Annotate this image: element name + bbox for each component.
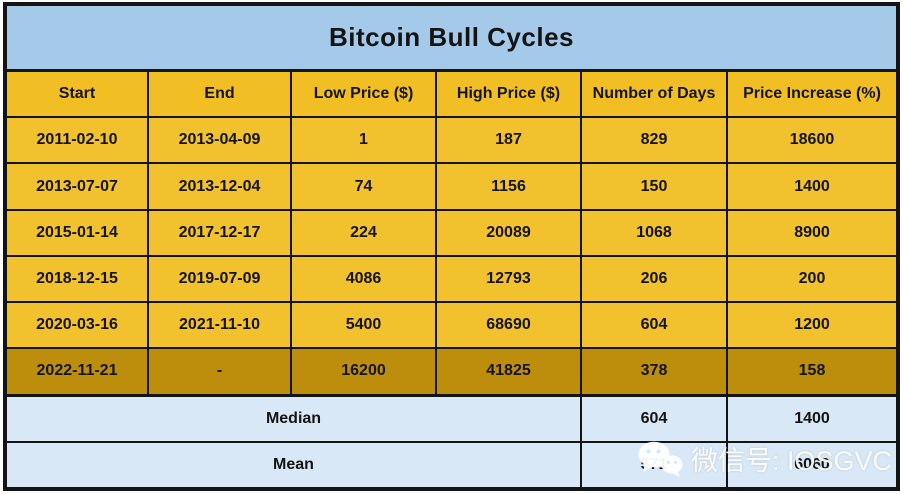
table-cell: 16200: [292, 349, 437, 394]
table-cell: 187: [437, 118, 582, 163]
table-cell: 2013-12-04: [149, 164, 292, 209]
column-header-start: Start: [7, 72, 149, 117]
table-cell: 2017-12-17: [149, 210, 292, 255]
table-header-row: Start End Low Price ($) High Price ($) N…: [7, 72, 896, 119]
table-cell: 2019-07-09: [149, 256, 292, 302]
table-cell: 68690: [437, 303, 582, 348]
table-cell: 1068: [582, 210, 728, 255]
table-cell: 200: [728, 256, 896, 302]
table-cell: 74: [292, 164, 437, 209]
table-cell: 829: [582, 118, 728, 163]
table-cell: 378: [582, 349, 728, 394]
table-cell: 2013-07-07: [7, 164, 149, 209]
table-cell: 158: [728, 349, 896, 394]
mean-days-value: 571: [582, 442, 728, 487]
table-cell: 5400: [292, 303, 437, 348]
table-cell: 20089: [437, 210, 582, 255]
table-cell: 2011-02-10: [7, 118, 149, 163]
table-cell: 1200: [728, 303, 896, 348]
column-header-number-of-days: Number of Days: [582, 72, 728, 117]
table-cell: 1156: [437, 164, 582, 209]
mean-increase-value: 6060: [728, 442, 896, 487]
table-cell: 2022-11-21: [7, 349, 149, 394]
table-row: 2013-07-07 2013-12-04 74 1156 150 1400: [7, 164, 896, 211]
table-cell: 2018-12-15: [7, 256, 149, 302]
mean-label: Mean: [7, 442, 582, 487]
median-row: Median 604 1400: [7, 396, 896, 443]
table-cell: 604: [582, 303, 728, 348]
bull-cycles-table: Bitcoin Bull Cycles Start End Low Price …: [3, 2, 900, 491]
table-cell: 2013-04-09: [149, 118, 292, 163]
column-header-end: End: [149, 72, 292, 117]
table-row: 2018-12-15 2019-07-09 4086 12793 206 200: [7, 256, 896, 304]
table-cell: 206: [582, 256, 728, 302]
page-title: Bitcoin Bull Cycles: [329, 22, 574, 52]
median-days-value: 604: [582, 396, 728, 441]
table-cell: 1: [292, 118, 437, 163]
table-cell: 224: [292, 210, 437, 255]
table-row: 2022-11-21-16200 41825 378 158: [7, 349, 896, 397]
median-label: Median: [7, 396, 582, 441]
column-header-high-price: High Price ($): [437, 72, 582, 117]
table-cell: 2021-11-10: [149, 303, 292, 348]
table-cell: 1400: [728, 164, 896, 209]
table-row: 2015-01-14 2017-12-17 224 20089 1068 8900: [7, 210, 896, 257]
column-header-price-increase: Price Increase (%): [728, 72, 896, 117]
median-increase-value: 1400: [728, 396, 896, 441]
table-cell: -: [149, 349, 292, 394]
table-cell: 2015-01-14: [7, 210, 149, 255]
table-row: 2011-02-10 2013-04-09 1 187 829 18600: [7, 118, 896, 165]
table-cell: 18600: [728, 118, 896, 163]
column-header-low-price: Low Price ($): [292, 72, 437, 117]
table-cell: 4086: [292, 256, 437, 302]
table-cell: 150: [582, 164, 728, 209]
mean-row: Mean 571 6060: [7, 442, 896, 487]
table-cell: 8900: [728, 210, 896, 255]
table-row: 2020-03-16 2021-11-10 5400 68690 604 1200: [7, 303, 896, 350]
table-title-bar: Bitcoin Bull Cycles: [7, 6, 896, 72]
table-cell: 2020-03-16: [7, 303, 149, 348]
table-cell: 12793: [437, 256, 582, 302]
table-cell: 41825: [437, 349, 582, 394]
